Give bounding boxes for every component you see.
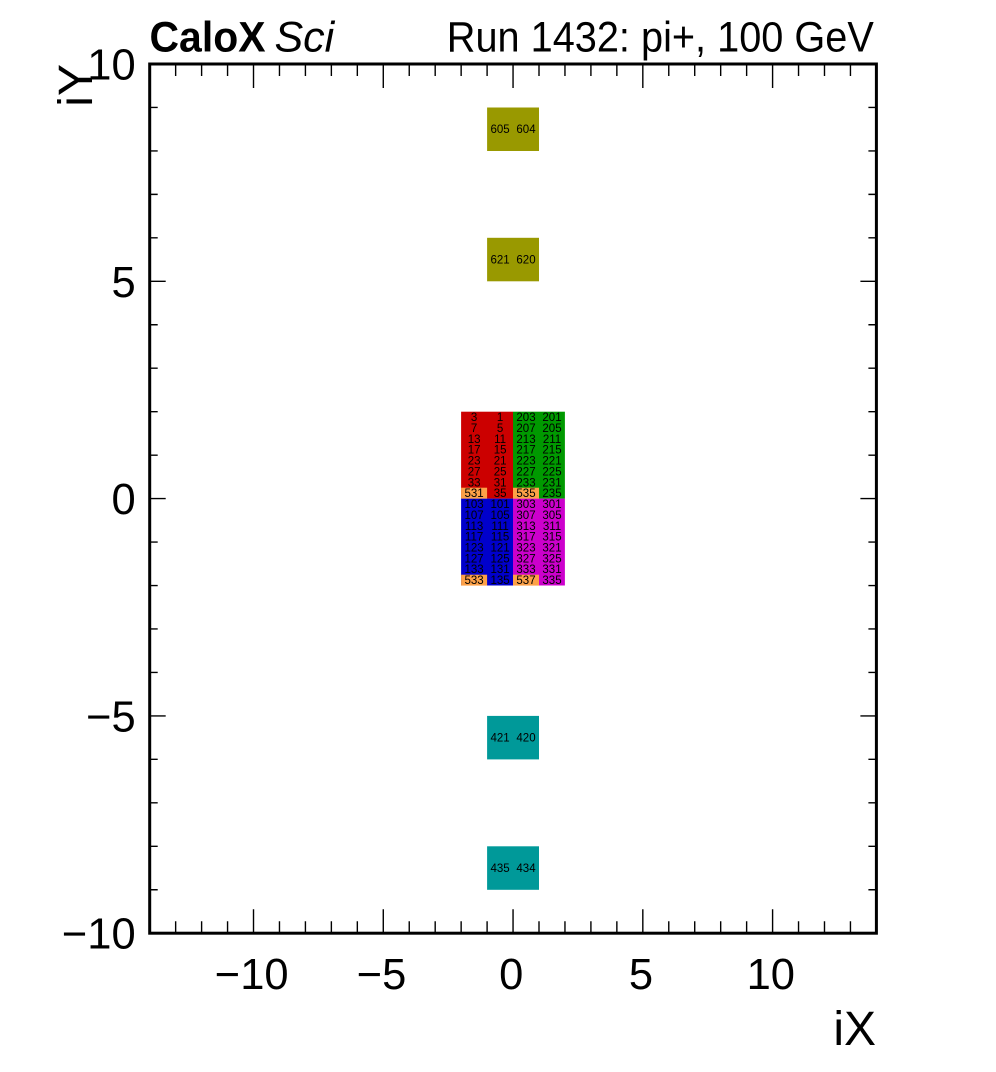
svg-text:iY: iY — [50, 64, 103, 107]
svg-text:537: 537 — [516, 575, 535, 587]
svg-text:203: 203 — [516, 412, 535, 424]
svg-text:533: 533 — [465, 575, 484, 587]
svg-text:135: 135 — [491, 575, 510, 587]
svg-text:0: 0 — [111, 476, 135, 524]
svg-text:31: 31 — [494, 477, 507, 489]
svg-text:5: 5 — [111, 259, 135, 307]
svg-text:333: 333 — [516, 564, 535, 576]
svg-text:111: 111 — [491, 521, 508, 533]
svg-text:17: 17 — [468, 445, 481, 457]
svg-text:335: 335 — [542, 575, 561, 587]
svg-text:35: 35 — [494, 488, 507, 500]
svg-text:0: 0 — [499, 951, 523, 999]
svg-text:Sci: Sci — [275, 13, 336, 61]
svg-text:15: 15 — [494, 445, 507, 457]
svg-text:5: 5 — [497, 423, 503, 435]
svg-text:605: 605 — [491, 124, 510, 136]
svg-text:211: 211 — [543, 434, 561, 446]
svg-text:327: 327 — [516, 553, 535, 565]
svg-text:CaloX: CaloX — [150, 13, 266, 61]
svg-text:13: 13 — [468, 434, 481, 446]
svg-text:225: 225 — [542, 466, 561, 478]
svg-text:233: 233 — [516, 477, 535, 489]
svg-text:420: 420 — [516, 733, 535, 745]
svg-text:531: 531 — [465, 488, 484, 500]
svg-text:107: 107 — [465, 510, 484, 522]
svg-text:−10: −10 — [62, 911, 136, 959]
svg-text:33: 33 — [468, 477, 481, 489]
svg-text:301: 301 — [542, 499, 561, 511]
svg-text:604: 604 — [516, 124, 536, 136]
svg-text:−5: −5 — [357, 951, 407, 999]
svg-text:331: 331 — [542, 564, 561, 576]
svg-text:435: 435 — [491, 863, 510, 875]
svg-text:3: 3 — [471, 412, 477, 424]
svg-text:23: 23 — [468, 456, 481, 468]
svg-text:217: 217 — [516, 445, 535, 457]
svg-text:−10: −10 — [215, 951, 289, 999]
svg-text:620: 620 — [516, 255, 535, 267]
svg-text:5: 5 — [629, 951, 653, 999]
svg-text:iX: iX — [833, 1003, 876, 1056]
svg-text:121: 121 — [491, 543, 510, 555]
svg-text:127: 127 — [465, 553, 484, 565]
svg-text:221: 221 — [542, 456, 561, 468]
svg-text:235: 235 — [542, 488, 561, 500]
svg-text:307: 307 — [516, 510, 535, 522]
svg-text:115: 115 — [491, 532, 509, 544]
svg-text:27: 27 — [468, 466, 481, 478]
svg-text:25: 25 — [494, 466, 507, 478]
svg-text:313: 313 — [516, 521, 535, 533]
svg-text:223: 223 — [516, 456, 535, 468]
svg-text:117: 117 — [465, 532, 483, 544]
svg-text:315: 315 — [542, 532, 561, 544]
svg-text:21: 21 — [494, 456, 507, 468]
svg-text:434: 434 — [516, 863, 536, 875]
svg-text:321: 321 — [542, 543, 561, 555]
svg-text:10: 10 — [747, 951, 795, 999]
svg-text:7: 7 — [471, 423, 477, 435]
svg-text:311: 311 — [543, 521, 561, 533]
svg-text:101: 101 — [491, 499, 510, 511]
svg-text:133: 133 — [465, 564, 484, 576]
svg-text:421: 421 — [491, 733, 510, 745]
svg-text:−5: −5 — [86, 693, 136, 741]
svg-text:231: 231 — [542, 477, 561, 489]
svg-text:303: 303 — [516, 499, 535, 511]
svg-text:201: 201 — [542, 412, 561, 424]
svg-text:323: 323 — [516, 543, 535, 555]
svg-text:325: 325 — [542, 553, 561, 565]
svg-text:1: 1 — [497, 412, 503, 424]
svg-text:317: 317 — [516, 532, 535, 544]
svg-text:535: 535 — [516, 488, 535, 500]
svg-text:205: 205 — [542, 423, 561, 435]
svg-text:113: 113 — [465, 521, 483, 533]
svg-text:105: 105 — [491, 510, 510, 522]
svg-text:123: 123 — [465, 543, 484, 555]
svg-text:Run 1432: pi+, 100 GeV: Run 1432: pi+, 100 GeV — [447, 13, 874, 61]
svg-text:305: 305 — [542, 510, 561, 522]
svg-text:621: 621 — [491, 255, 510, 267]
svg-text:125: 125 — [491, 553, 510, 565]
svg-text:207: 207 — [516, 423, 535, 435]
svg-text:215: 215 — [542, 445, 561, 457]
svg-text:103: 103 — [465, 499, 484, 511]
svg-text:213: 213 — [516, 434, 535, 446]
svg-text:10: 10 — [87, 42, 135, 90]
svg-text:11: 11 — [494, 434, 506, 446]
svg-text:227: 227 — [516, 466, 535, 478]
svg-text:131: 131 — [491, 564, 510, 576]
